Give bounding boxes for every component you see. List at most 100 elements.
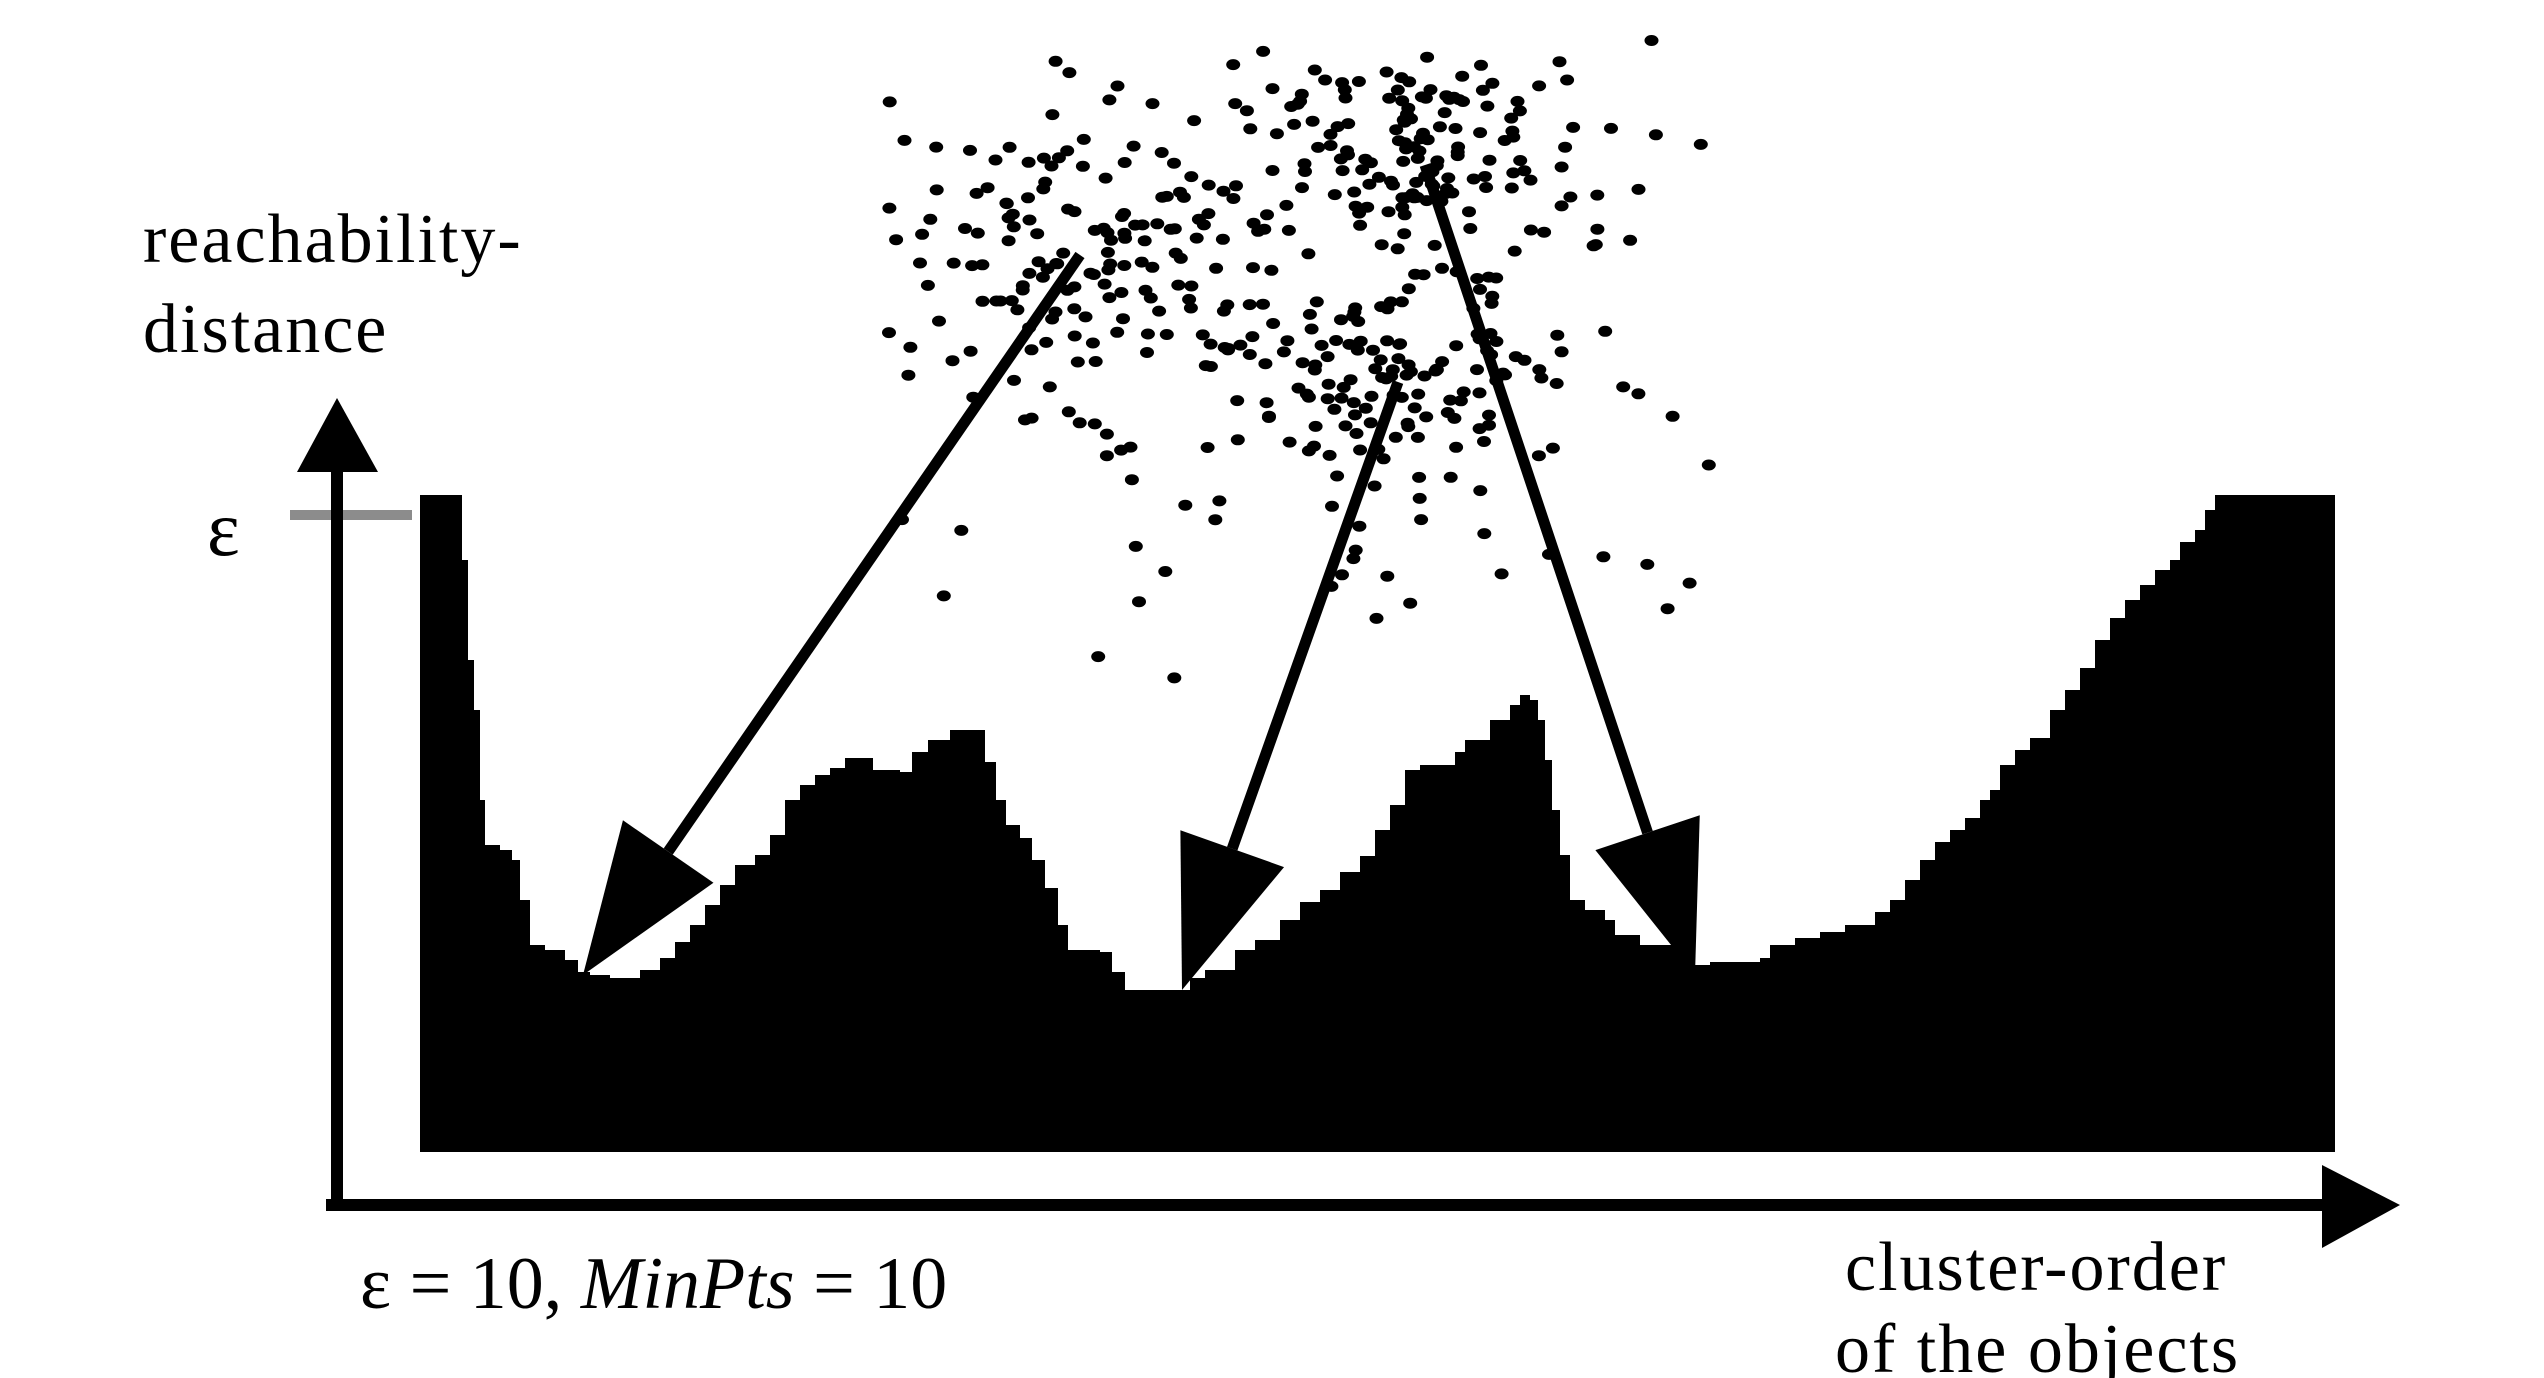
data-point (945, 355, 960, 367)
data-point (1067, 303, 1082, 315)
data-point (1116, 313, 1130, 325)
data-point (1474, 59, 1488, 71)
data-point (1230, 395, 1245, 407)
data-point (1258, 358, 1273, 370)
data-point (1282, 436, 1297, 448)
reachability-plot (420, 495, 2335, 1152)
data-point (1001, 235, 1016, 247)
data-point (1307, 364, 1322, 376)
data-point (1466, 173, 1481, 185)
data-point (1314, 339, 1329, 351)
data-point (1261, 412, 1276, 423)
data-point (1259, 397, 1274, 409)
data-point (1358, 153, 1373, 165)
data-point (1200, 442, 1215, 453)
data-point (1349, 428, 1364, 439)
data-point (1477, 436, 1491, 447)
data-point (1159, 329, 1174, 340)
data-point (1246, 262, 1260, 274)
data-point (1215, 233, 1230, 245)
arrow-shaft (663, 251, 1085, 855)
data-point (1242, 299, 1257, 311)
data-point (1390, 243, 1405, 255)
data-point (1309, 296, 1324, 308)
data-point (1099, 450, 1114, 462)
data-point (901, 369, 916, 381)
data-point (1140, 328, 1155, 340)
data-point (1330, 470, 1345, 482)
data-point (1280, 335, 1295, 347)
data-point (1403, 597, 1418, 609)
arrow-head (1595, 815, 1700, 975)
data-point (1660, 603, 1675, 615)
data-point (958, 223, 972, 234)
data-point (1226, 193, 1241, 204)
data-point (1494, 568, 1509, 580)
data-point (1075, 160, 1090, 172)
data-point (1311, 141, 1326, 153)
data-point (1110, 80, 1125, 92)
data-point (1201, 179, 1216, 191)
data-point (1631, 388, 1646, 400)
data-point (1566, 121, 1581, 133)
data-point (1030, 228, 1045, 240)
data-point (882, 202, 897, 214)
data-point (1391, 353, 1406, 365)
data-point (1449, 340, 1464, 352)
data-point (1007, 374, 1021, 386)
data-point (1338, 92, 1353, 104)
data-point (1100, 227, 1115, 239)
data-point (1504, 112, 1519, 124)
data-point (1233, 339, 1248, 351)
data-point (1320, 351, 1335, 363)
data-point (1060, 145, 1075, 157)
data-point (1513, 155, 1528, 166)
data-point (963, 345, 978, 357)
data-point (1462, 206, 1476, 218)
data-point (1005, 208, 1020, 220)
data-point (1416, 269, 1431, 281)
data-point (1187, 115, 1202, 127)
data-point (1201, 208, 1216, 220)
data-point (1221, 343, 1236, 354)
data-point (1517, 354, 1532, 366)
arrow-head (1180, 830, 1285, 990)
data-point (1338, 420, 1353, 432)
data-point (1336, 381, 1351, 393)
data-point (1117, 157, 1132, 168)
data-point (1198, 360, 1213, 372)
data-point (1435, 262, 1449, 274)
data-point (1301, 391, 1316, 403)
data-point (1251, 225, 1266, 237)
data-point (1242, 349, 1257, 360)
data-point (1132, 596, 1146, 608)
data-point (1407, 402, 1422, 414)
data-point (1021, 156, 1036, 168)
data-point (1412, 145, 1427, 157)
data-point (1640, 558, 1655, 570)
data-point (1002, 141, 1017, 153)
data-point (1114, 444, 1129, 456)
data-point (1682, 577, 1697, 589)
data-point (1110, 326, 1125, 338)
data-point (1363, 417, 1378, 429)
data-point (1184, 280, 1199, 292)
data-point (1450, 150, 1465, 162)
data-point (1507, 245, 1522, 257)
data-point (923, 213, 938, 225)
data-point (1368, 363, 1383, 375)
data-point (1414, 91, 1429, 103)
data-point (1209, 262, 1224, 274)
data-point (1616, 381, 1631, 393)
data-point (1044, 160, 1059, 172)
data-point (1195, 329, 1210, 341)
data-point (1056, 247, 1071, 259)
data-point (1212, 495, 1227, 507)
cluster-to-valley-arrows (583, 163, 1700, 990)
data-point (1070, 356, 1085, 368)
data-point (1558, 141, 1573, 153)
data-point (1346, 397, 1361, 409)
data-point (1124, 474, 1139, 486)
data-point (1173, 252, 1188, 264)
data-point (1441, 172, 1456, 184)
